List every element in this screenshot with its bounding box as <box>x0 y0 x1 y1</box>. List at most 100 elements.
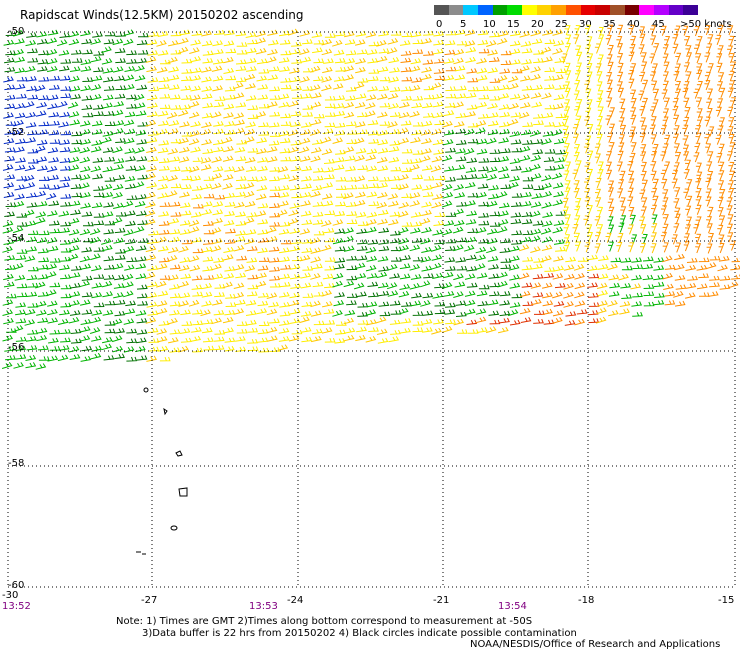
wind-barb <box>520 41 532 47</box>
wind-barb <box>321 48 333 56</box>
wind-barb <box>278 228 290 235</box>
wind-barb <box>156 236 167 244</box>
wind-barb <box>93 186 105 191</box>
wind-barb <box>12 128 24 136</box>
wind-barb <box>180 337 192 343</box>
wind-barb <box>423 112 434 118</box>
wind-barb <box>280 121 292 126</box>
wind-barb <box>69 200 81 207</box>
wind-barb <box>4 129 16 135</box>
wind-barb <box>499 121 510 128</box>
wind-barb <box>532 263 543 270</box>
wind-barb <box>377 218 388 225</box>
wind-barb <box>530 235 541 243</box>
wind-barb <box>464 128 475 136</box>
wind-barb <box>112 217 123 224</box>
wind-barb <box>278 191 290 198</box>
wind-barb <box>729 142 736 153</box>
wind-barb <box>200 157 212 164</box>
wind-barb <box>597 161 604 172</box>
wind-barb <box>541 255 552 262</box>
wind-barb <box>430 165 442 173</box>
wind-barb <box>497 271 508 279</box>
wind-barb <box>2 227 14 234</box>
wind-barb <box>301 219 313 225</box>
wind-barb <box>718 161 725 172</box>
wind-barb <box>112 345 124 353</box>
wind-barb <box>181 175 193 181</box>
wind-barb <box>321 220 332 227</box>
wind-barb <box>465 218 477 225</box>
wind-barb <box>235 156 247 162</box>
wind-barb <box>146 146 157 153</box>
wind-barb <box>16 93 27 99</box>
wind-barb <box>60 274 71 280</box>
wind-barb <box>48 111 60 118</box>
wind-barb <box>664 161 671 172</box>
lat-label: -58 <box>8 458 25 469</box>
wind-barb <box>223 220 235 226</box>
wind-barb <box>136 156 148 162</box>
wind-barb <box>519 145 531 153</box>
wind-barb <box>544 104 556 110</box>
wind-barb <box>266 56 277 64</box>
wind-barb <box>443 290 455 297</box>
wind-barb <box>442 120 453 128</box>
wind-barb <box>289 227 301 234</box>
wind-barb <box>554 57 566 63</box>
wind-barb <box>651 80 658 91</box>
wind-barb <box>123 318 135 325</box>
wind-barb <box>324 210 336 216</box>
wind-barb <box>511 193 523 198</box>
wind-barb <box>136 139 148 145</box>
wind-barb <box>115 138 126 143</box>
wind-barb <box>496 191 508 198</box>
wind-barb <box>201 283 213 290</box>
wind-barb <box>607 24 614 35</box>
wind-barb <box>212 201 224 208</box>
wind-barb <box>642 274 654 281</box>
wind-barb <box>594 188 602 199</box>
wind-barb <box>543 272 555 279</box>
wind-barb <box>37 274 49 280</box>
wind-barb <box>519 30 530 38</box>
wind-barb <box>325 103 336 108</box>
wind-barb <box>309 237 321 245</box>
wind-barb <box>114 75 125 82</box>
wind-barb <box>628 242 635 253</box>
wind-barb <box>651 187 658 199</box>
wind-barb <box>509 158 521 164</box>
wind-barb <box>606 169 613 180</box>
wind-barb <box>16 175 28 181</box>
wind-barb <box>564 62 571 73</box>
wind-barb <box>125 156 136 162</box>
wind-barb <box>334 95 346 101</box>
wind-barb <box>574 272 585 280</box>
wind-barb <box>696 36 703 47</box>
wind-barb <box>455 148 466 154</box>
wind-barb <box>672 105 679 116</box>
wind-barb <box>3 182 15 189</box>
wind-barb <box>47 300 58 307</box>
wind-barb <box>138 32 149 38</box>
wind-barb <box>112 66 124 73</box>
wind-barb <box>101 244 113 252</box>
wind-barb <box>609 123 616 134</box>
wind-barb <box>555 211 567 216</box>
wind-barb <box>115 85 127 91</box>
wind-barb <box>542 130 554 137</box>
wind-barb <box>687 275 698 281</box>
wind-barb <box>617 87 625 98</box>
wind-barb <box>257 94 269 100</box>
wind-barb <box>103 85 115 91</box>
wind-barb <box>169 236 180 243</box>
wind-barb <box>334 110 346 117</box>
wind-barb <box>597 263 609 270</box>
wind-barb <box>213 146 224 153</box>
wind-barb <box>643 284 655 289</box>
wind-barb <box>269 132 281 137</box>
wind-barb <box>511 201 522 207</box>
wind-barb <box>444 165 455 172</box>
wind-barb <box>499 202 510 209</box>
wind-barb <box>93 50 105 56</box>
